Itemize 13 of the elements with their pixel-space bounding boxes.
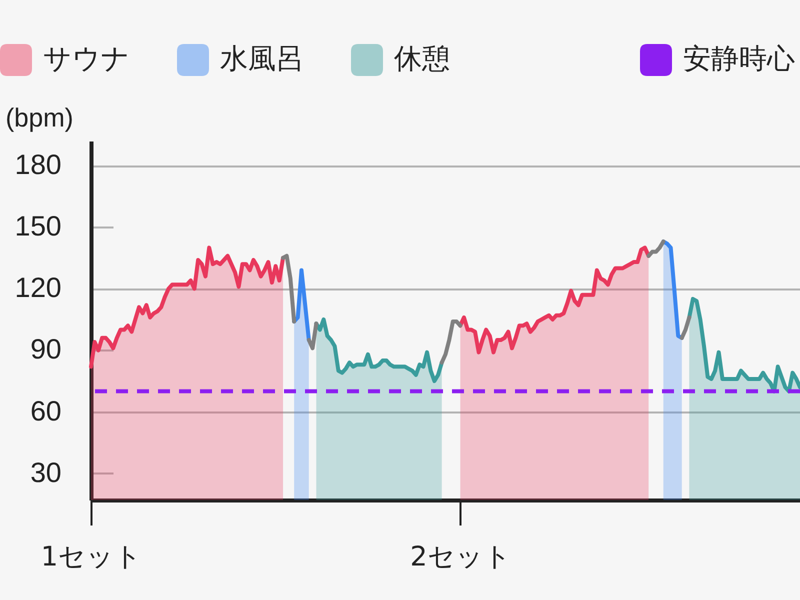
y-tick-label: 120 <box>14 272 62 304</box>
y-tick-label: 90 <box>30 334 62 365</box>
legend-label: 安静時心 <box>683 42 795 75</box>
y-tick-label: 30 <box>30 456 62 488</box>
x-tick-label: 1セット <box>40 542 142 572</box>
legend-label: サウナ <box>43 42 130 75</box>
y-tick-label: 180 <box>14 149 62 180</box>
y-tick-label: 60 <box>30 395 62 426</box>
legend-label: 水風呂 <box>220 42 304 75</box>
y-axis-title: (bpm) <box>6 102 74 132</box>
y-tick-label: 150 <box>14 210 62 242</box>
legend-label: 休憩 <box>394 42 450 75</box>
x-tick-label: 2セット <box>410 542 512 572</box>
